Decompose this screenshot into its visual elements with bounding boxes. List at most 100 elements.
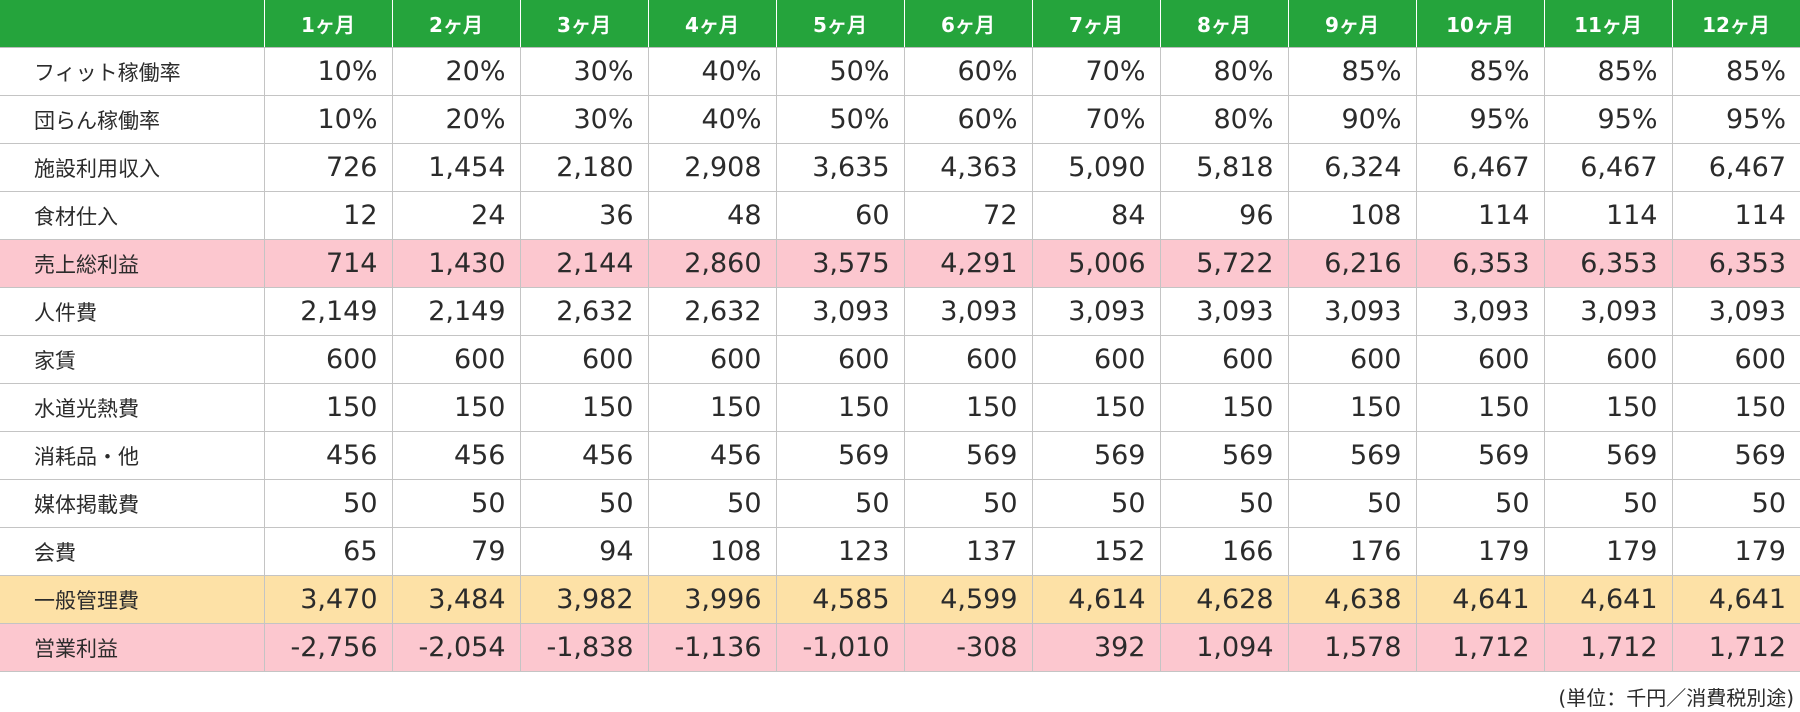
value-cell: 3,575 [775, 239, 905, 288]
month-header: 1ヶ月 [263, 0, 393, 48]
row-label: 営業利益 [0, 623, 265, 672]
value-cell: 1,712 [1415, 623, 1545, 672]
value-cell: 50 [903, 479, 1033, 528]
value-cell: 179 [1415, 527, 1545, 576]
month-header: 7ヶ月 [1031, 0, 1161, 48]
value-cell: 3,996 [647, 575, 777, 624]
value-cell: 2,180 [519, 143, 649, 192]
value-cell: 20% [391, 95, 521, 144]
table-row: フィット稼働率 10% 20% 30% 40% 50% 60% 70% 80% 85% 85% 85%… [0, 47, 1800, 96]
value-cell: 84 [1031, 191, 1161, 240]
value-cell: 12 [263, 191, 393, 240]
value-cell: 152 [1031, 527, 1161, 576]
month-header: 9ヶ月 [1287, 0, 1417, 48]
value-cell: 456 [647, 431, 777, 480]
value-cell: 3,635 [775, 143, 905, 192]
value-cell: 72 [903, 191, 1033, 240]
value-cell: 65 [263, 527, 393, 576]
value-cell: -308 [903, 623, 1033, 672]
table-row: 施設利用収入 726 1,454 2,180 2,908 3,635 4,363 5,090 5… [0, 143, 1800, 192]
value-cell: 4,641 [1671, 575, 1800, 624]
value-cell: 114 [1415, 191, 1545, 240]
value-cell: 79 [391, 527, 521, 576]
row-label: 一般管理費 [0, 575, 265, 624]
value-cell: 600 [1415, 335, 1545, 384]
value-cell: 1,094 [1159, 623, 1289, 672]
value-cell: 600 [1159, 335, 1289, 384]
value-cell: 3,093 [1031, 287, 1161, 336]
month-header: 8ヶ月 [1159, 0, 1289, 48]
value-cell: 600 [647, 335, 777, 384]
value-cell: 166 [1159, 527, 1289, 576]
value-cell: 10% [263, 47, 393, 96]
value-cell: 50 [263, 479, 393, 528]
value-cell: 569 [1159, 431, 1289, 480]
value-cell: 36 [519, 191, 649, 240]
value-cell: 456 [263, 431, 393, 480]
header-row: 1ヶ月 2ヶ月 3ヶ月 4ヶ月 5ヶ月 6ヶ月 7ヶ月 8ヶ月 9ヶ月 10ヶ月 11ヶ月 12ヶ月 [0, 0, 1800, 48]
row-label: 売上総利益 [0, 239, 265, 288]
value-cell: 4,614 [1031, 575, 1161, 624]
value-cell: 600 [263, 335, 393, 384]
value-cell: 3,484 [391, 575, 521, 624]
value-cell: 1,712 [1543, 623, 1673, 672]
table-row: 営業利益 -2,756 -2,054 -1,838 -1,136 -1,010 -308 39… [0, 623, 1800, 672]
value-cell: 2,860 [647, 239, 777, 288]
value-cell: 40% [647, 47, 777, 96]
value-cell: 6,353 [1543, 239, 1673, 288]
value-cell: 6,353 [1415, 239, 1545, 288]
value-cell: 80% [1159, 95, 1289, 144]
value-cell: 600 [1287, 335, 1417, 384]
value-cell: 179 [1543, 527, 1673, 576]
value-cell: 4,363 [903, 143, 1033, 192]
value-cell: 3,093 [1159, 287, 1289, 336]
value-cell: 30% [519, 47, 649, 96]
value-cell: 50 [647, 479, 777, 528]
value-cell: 6,216 [1287, 239, 1417, 288]
value-cell: 108 [1287, 191, 1417, 240]
row-label: 団らん稼働率 [0, 95, 265, 144]
value-cell: 6,467 [1415, 143, 1545, 192]
row-label: 会費 [0, 527, 265, 576]
value-cell: 40% [647, 95, 777, 144]
value-cell: 456 [519, 431, 649, 480]
value-cell: 50% [775, 47, 905, 96]
value-cell: 150 [1543, 383, 1673, 432]
value-cell: 2,632 [647, 287, 777, 336]
row-label: フィット稼働率 [0, 47, 265, 96]
value-cell: 4,641 [1543, 575, 1673, 624]
row-label: 水道光熱費 [0, 383, 265, 432]
value-cell: 80% [1159, 47, 1289, 96]
value-cell: -1,010 [775, 623, 905, 672]
month-header: 3ヶ月 [519, 0, 649, 48]
value-cell: 3,093 [1287, 287, 1417, 336]
value-cell: 1,712 [1671, 623, 1800, 672]
value-cell: 150 [519, 383, 649, 432]
value-cell: 10% [263, 95, 393, 144]
row-label: 媒体掲載費 [0, 479, 265, 528]
monthly-pl-table: 1ヶ月 2ヶ月 3ヶ月 4ヶ月 5ヶ月 6ヶ月 7ヶ月 8ヶ月 9ヶ月 10ヶ月 11ヶ月 12ヶ月 … [0, 0, 1800, 672]
value-cell: 1,430 [391, 239, 521, 288]
value-cell: 150 [647, 383, 777, 432]
value-cell: -2,054 [391, 623, 521, 672]
value-cell: 137 [903, 527, 1033, 576]
row-label: 消耗品・他 [0, 431, 265, 480]
value-cell: 5,818 [1159, 143, 1289, 192]
value-cell: -2,756 [263, 623, 393, 672]
value-cell: 569 [1031, 431, 1161, 480]
value-cell: 4,641 [1415, 575, 1545, 624]
month-header: 12ヶ月 [1671, 0, 1800, 48]
value-cell: 2,144 [519, 239, 649, 288]
value-cell: 50 [519, 479, 649, 528]
value-cell: 600 [519, 335, 649, 384]
value-cell: 6,324 [1287, 143, 1417, 192]
value-cell: 70% [1031, 95, 1161, 144]
value-cell: 5,006 [1031, 239, 1161, 288]
value-cell: 569 [1671, 431, 1800, 480]
value-cell: 569 [1415, 431, 1545, 480]
value-cell: 150 [1159, 383, 1289, 432]
value-cell: 4,291 [903, 239, 1033, 288]
value-cell: 179 [1671, 527, 1800, 576]
value-cell: 2,149 [391, 287, 521, 336]
table-row: 団らん稼働率 10% 20% 30% 40% 50% 60% 70% 80% 90% 95% 95% 9… [0, 95, 1800, 144]
